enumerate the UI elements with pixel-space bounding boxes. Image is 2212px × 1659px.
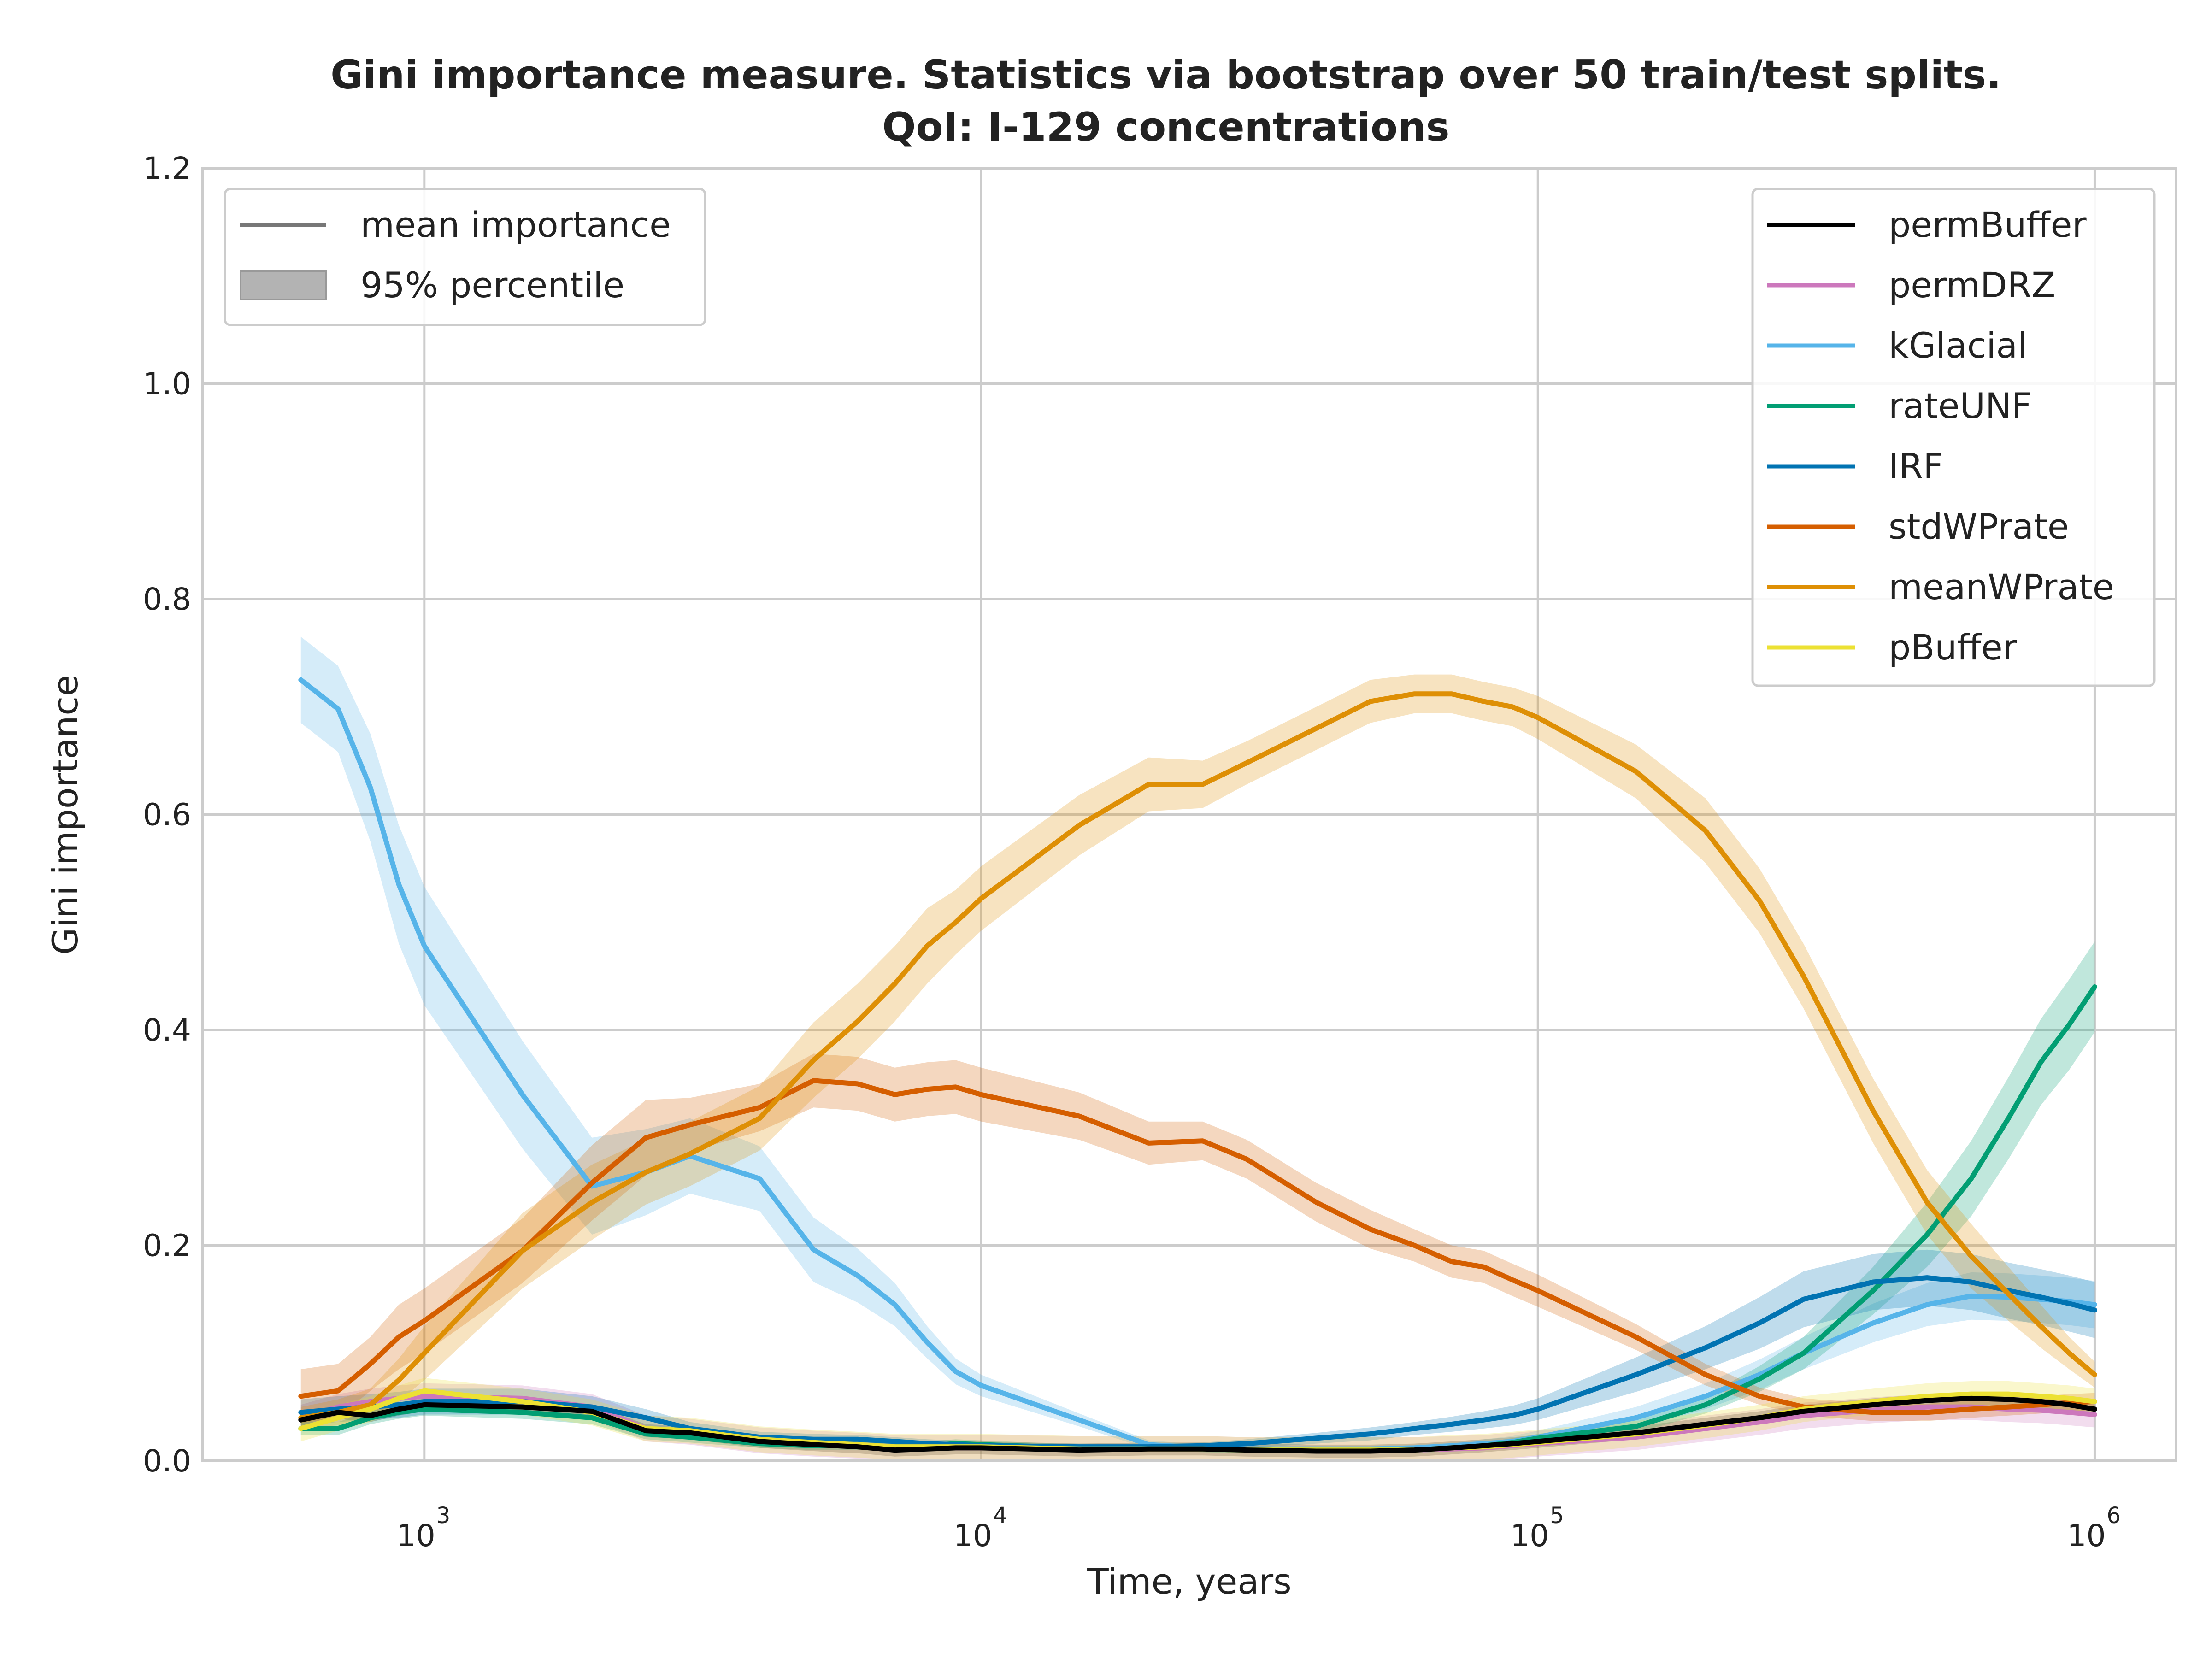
y-tick-label: 0.2 — [143, 1228, 191, 1264]
x-tick-exponent: 5 — [1550, 1503, 1564, 1529]
meanwprate-legend-label: meanWPrate — [1888, 566, 2114, 607]
x-tick-base: 10 — [953, 1518, 992, 1553]
legend-band-swatch — [240, 270, 327, 300]
x-tick-label: 103 — [397, 1503, 451, 1553]
x-axis-label: Time, years — [1087, 1561, 1291, 1602]
x-tick-label: 106 — [2067, 1503, 2121, 1553]
pbuffer-legend-label: pBuffer — [1888, 627, 2018, 668]
meanwprate-line — [298, 691, 2097, 1420]
kglacial-legend-label: kGlacial — [1888, 325, 2027, 366]
y-tick-label: 1.2 — [143, 151, 191, 186]
irf-band — [300, 1249, 2095, 1450]
y-axis-label: Gini importance — [45, 675, 86, 955]
stdwprate-band — [300, 1053, 2095, 1424]
stdwprate-line — [298, 1078, 2097, 1415]
plot-frame — [201, 167, 2177, 1462]
style-legend-box — [224, 188, 706, 326]
y-tick-label: 0.0 — [143, 1443, 191, 1479]
x-tick-exponent: 3 — [436, 1503, 451, 1529]
irf-line — [298, 1275, 2097, 1450]
permdrz-legend-label: permDRZ — [1888, 265, 2055, 306]
y-tick-label: 0.6 — [143, 797, 191, 833]
x-tick-exponent: 4 — [993, 1503, 1007, 1529]
permbuffer-line — [298, 1395, 2097, 1454]
mean-lines — [298, 677, 2097, 1454]
x-tick-label: 104 — [953, 1503, 1007, 1553]
chart-title-line2: QoI: I-129 concentrations — [882, 104, 1449, 150]
x-tick-label: 105 — [1510, 1503, 1564, 1553]
series-legend: permBuffer permDRZ kGlacial rateUNF IRF stdWP… — [1751, 188, 2156, 687]
style-legend: mean importance 95% percentile — [224, 188, 706, 326]
legend-percentile-label: 95% percentile — [360, 265, 624, 306]
permbuffer-legend-label: permBuffer — [1888, 204, 2087, 245]
x-tick-base: 10 — [1510, 1518, 1549, 1553]
rateunf-legend-label: rateUNF — [1888, 385, 2032, 426]
stdwprate-legend-label: stdWPrate — [1888, 506, 2069, 547]
x-tick-base: 10 — [397, 1518, 435, 1553]
x-tick-base: 10 — [2067, 1518, 2106, 1553]
chart-title-line1: Gini importance measure. Statistics via … — [330, 52, 2001, 98]
y-tick-label: 1.0 — [143, 366, 191, 402]
legend-mean-importance-label: mean importance — [360, 204, 671, 245]
percentile-bands — [300, 636, 2095, 1461]
y-tick-label: 0.4 — [143, 1012, 191, 1048]
irf-legend-label: IRF — [1888, 446, 1943, 487]
series-legend-box — [1751, 188, 2156, 687]
x-tick-exponent: 6 — [2106, 1503, 2121, 1529]
y-tick-label: 0.8 — [143, 582, 191, 617]
